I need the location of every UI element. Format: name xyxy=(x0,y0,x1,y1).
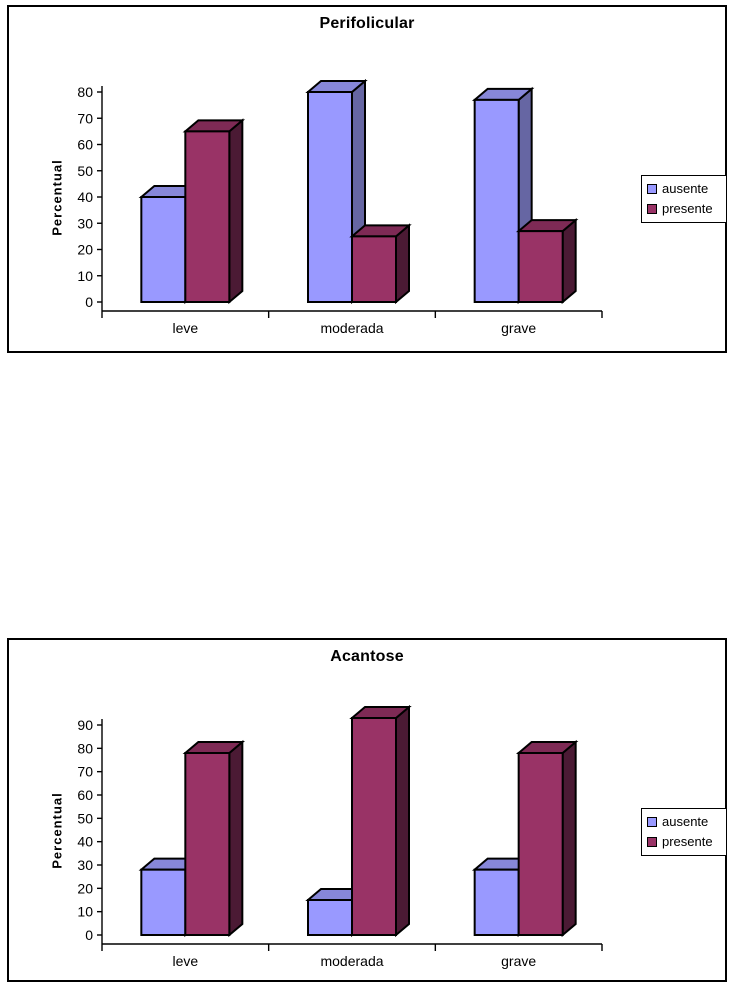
y-tick-label-20: 20 xyxy=(77,242,93,258)
y-tick-label-90: 90 xyxy=(77,717,93,733)
legend-item-ausente: ausente xyxy=(647,181,721,196)
plot-area: 0 10 20 30 40 50 60 70 80 leve moderada grave xyxy=(9,7,725,351)
y-tick-label-40: 40 xyxy=(77,189,93,205)
y-tick-label-40: 40 xyxy=(77,834,93,850)
legend-item-ausente: ausente xyxy=(647,814,721,829)
chart-title: Acantose xyxy=(330,648,404,665)
y-tick-label-50: 50 xyxy=(77,810,93,826)
bar-presente-grave-side xyxy=(561,217,577,305)
y-tick-label-60: 60 xyxy=(77,787,93,803)
y-tick-label-80: 80 xyxy=(77,84,93,100)
y-tick-label-80: 80 xyxy=(77,740,93,756)
legend-swatch-ausente xyxy=(647,184,657,194)
y-tick-label-60: 60 xyxy=(77,137,93,153)
bar-presente-moderada-front xyxy=(351,717,397,936)
bar-presente-moderada xyxy=(349,223,412,305)
legend-label-presente: presente xyxy=(662,834,713,849)
y-tick-label-30: 30 xyxy=(77,857,93,873)
y-tick-label-10: 10 xyxy=(77,904,93,920)
category-label-leve: leve xyxy=(172,320,198,336)
y-tick-label-50: 50 xyxy=(77,163,93,179)
legend-label-presente: presente xyxy=(662,201,713,216)
bar-ausente-moderada-front xyxy=(307,899,353,936)
category-label-leve: leve xyxy=(172,953,198,969)
y-tick-label-30: 30 xyxy=(77,215,93,231)
bar-presente-grave-front xyxy=(517,230,564,303)
bar-presente-grave xyxy=(515,739,579,938)
bar-presente-moderada-side xyxy=(395,704,410,938)
chart-title: Perifolicular xyxy=(319,15,415,32)
chart-panel-acantose: Acantose Percentual 0 10 20 30 40 50 60 70 80 90 l… xyxy=(7,638,727,982)
bar-presente-grave-side xyxy=(561,739,577,938)
legend-item-presente: presente xyxy=(647,201,721,216)
category-label-moderada: moderada xyxy=(320,320,383,336)
chart-panel-perifolicular: Perifolicular Percentual 0 10 20 30 40 50 60 70… xyxy=(7,5,727,353)
bar-presente-moderada-front xyxy=(351,235,397,303)
bar-ausente-grave-front xyxy=(473,868,520,937)
legend: ausente presente xyxy=(641,175,727,223)
category-label-grave: grave xyxy=(501,953,536,969)
bar-presente-leve xyxy=(182,118,246,305)
bar-presente-moderada xyxy=(349,704,412,938)
bar-presente-leve xyxy=(182,739,246,938)
chart-canvas: 0 10 20 30 40 50 60 70 80 90 leve moderada grave xyxy=(77,704,603,969)
category-label-grave: grave xyxy=(501,320,536,336)
bar-presente-leve-side xyxy=(228,739,244,938)
y-tick-label-0: 0 xyxy=(85,294,93,310)
legend-label-ausente: ausente xyxy=(662,181,709,196)
bar-ausente-grave-front xyxy=(473,98,520,303)
bar-ausente-leve-front xyxy=(140,868,187,937)
bar-presente-leve-front xyxy=(184,130,231,303)
category-label-moderada: moderada xyxy=(320,953,383,969)
bar-ausente-grave xyxy=(471,86,535,305)
legend-swatch-presente xyxy=(647,837,657,847)
legend-swatch-presente xyxy=(647,204,657,214)
bar-presente-grave-front xyxy=(517,752,564,936)
legend-label-ausente: ausente xyxy=(662,814,709,829)
legend: ausente presente xyxy=(641,808,727,856)
y-tick-label-70: 70 xyxy=(77,764,93,780)
bar-presente-grave xyxy=(515,217,579,305)
y-tick-label-0: 0 xyxy=(85,927,93,943)
y-tick-label-70: 70 xyxy=(77,110,93,126)
bar-presente-leve-front xyxy=(184,752,231,936)
y-tick-label-10: 10 xyxy=(77,268,93,284)
plot-area: 0 10 20 30 40 50 60 70 80 90 leve moderada grave xyxy=(9,640,725,980)
legend-item-presente: presente xyxy=(647,834,721,849)
bar-ausente-leve-front xyxy=(140,196,187,303)
bar-presente-leve-side xyxy=(228,118,244,305)
bar-presente-moderada-side xyxy=(395,223,410,305)
y-tick-label-20: 20 xyxy=(77,880,93,896)
bar-ausente-moderada-front xyxy=(307,91,353,303)
chart-canvas: 0 10 20 30 40 50 60 70 80 leve moderada grave xyxy=(77,78,603,336)
legend-swatch-ausente xyxy=(647,817,657,827)
